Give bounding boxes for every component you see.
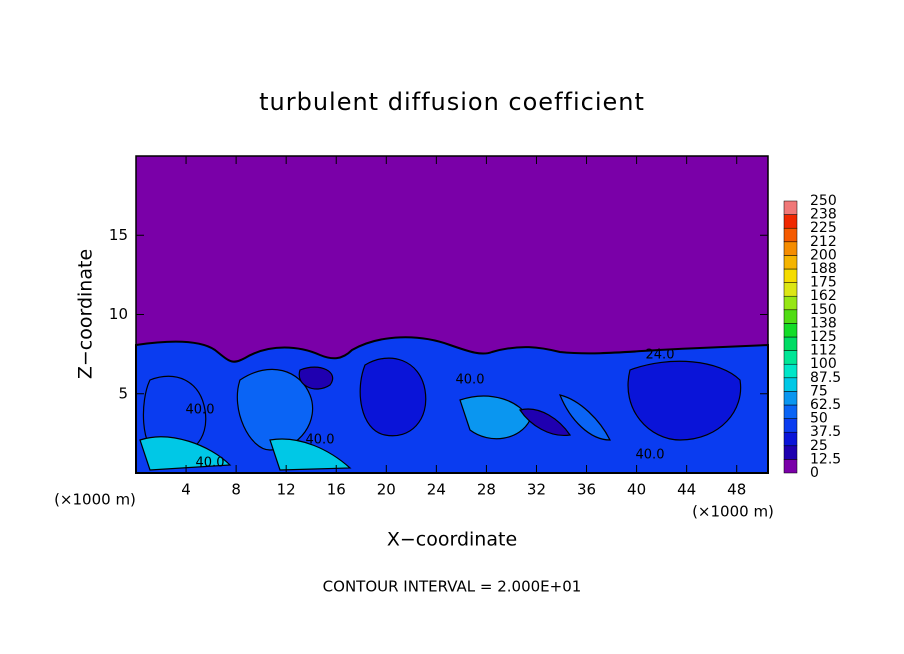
colorbar-label: 25 [810,438,828,454]
colorbar-label: 50 [810,411,828,427]
colorbar-label: 162 [810,288,837,304]
colorbar-label: 75 [810,383,828,399]
colorbar-swatch [783,459,798,474]
contour-label: 40.0 [636,448,665,463]
x-tick-label: 8 [231,481,241,499]
x-tick-label: 48 [727,481,746,499]
colorbar-swatch [783,200,798,215]
footer-note: CONTOUR INTERVAL = 2.000E+01 [323,578,582,596]
x-tick-label: 44 [677,481,696,499]
colorbar-label: 12.5 [810,451,841,467]
x-axis-label: X−coordinate [387,529,517,551]
colorbar-label: 112 [810,343,837,359]
x-tick-label: 24 [427,481,446,499]
x-tick-label: 40 [627,481,646,499]
colorbar-label: 138 [810,315,837,331]
colorbar-swatch [783,336,798,351]
field-region [627,360,742,441]
colorbar-swatch [783,309,798,324]
contour-label: 24.0 [646,348,675,363]
x-unit: (×1000 m) [692,503,774,521]
colorbar-label: 150 [810,302,837,318]
colorbar-label: 238 [810,207,837,223]
field-region [298,366,334,390]
colorbar-label: 225 [810,220,837,236]
colorbar-label: 37.5 [810,424,841,440]
colorbar-swatch [783,282,798,297]
x-unit: (×1000 m) [54,491,136,509]
y-axis-label: Z−coordinate [75,249,97,379]
colorbar-label: 62.5 [810,397,841,413]
colorbar-label: 200 [810,247,837,263]
x-tick-label: 12 [277,481,296,499]
colorbar-label: 212 [810,234,837,250]
colorbar-label: 188 [810,261,837,277]
colorbar-swatch [783,255,798,270]
colorbar-swatch [783,323,798,338]
chart-title: turbulent diffusion coefficient [259,88,645,116]
colorbar-swatch [783,227,798,243]
colorbar-label: 175 [810,275,837,291]
colorbar-label: 87.5 [810,370,841,386]
colorbar-swatch [783,268,798,283]
colorbar-swatch [783,431,798,447]
field-region [559,394,611,441]
y-tick-label: 5 [118,384,128,402]
contour-label: 40.0 [196,456,225,471]
x-tick-label: 16 [327,481,346,499]
x-tick-label: 4 [181,481,191,499]
x-tick-label: 28 [477,481,496,499]
field-region [519,408,572,437]
colorbar-swatch [783,241,798,256]
field-region [236,368,314,451]
colorbar-swatch [783,363,798,379]
colorbar-label: 250 [810,193,837,209]
colorbar-swatch [783,404,798,419]
field-region [359,357,427,437]
colorbar-swatch [783,350,798,365]
colorbar-label: 0 [810,465,819,481]
field-region [139,436,232,471]
colorbar-swatch [783,418,798,433]
contour-label: 40.0 [456,373,485,388]
x-tick-label: 20 [377,481,396,499]
y-tick-label: 10 [109,305,128,323]
x-tick-label: 36 [577,481,596,499]
colorbar-swatch [783,445,798,460]
contour-field: 40.0 40.0 40.0 40.0 40.0 24.0 [135,156,769,474]
colorbar-label: 125 [810,329,837,345]
colorbar-swatch [783,391,798,406]
y-tick-label: 15 [109,226,128,244]
contour-label: 40.0 [186,403,215,418]
colorbar-swatch [783,214,798,229]
contour-label: 40.0 [306,433,335,448]
x-tick-label: 32 [527,481,546,499]
colorbar-swatch [783,377,798,392]
colorbar-swatch [783,295,798,311]
field-region [269,438,352,471]
colorbar-label: 100 [810,356,837,372]
